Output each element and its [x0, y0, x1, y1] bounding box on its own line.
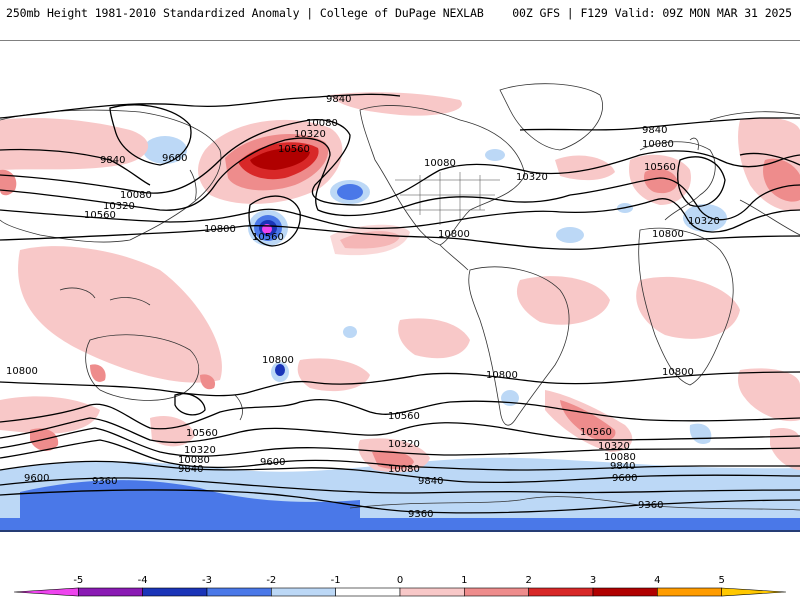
- colorbar-bin: [592, 587, 658, 597]
- contour-label: 10080: [642, 139, 674, 150]
- contour-label: 10560: [278, 144, 310, 155]
- colorbar-bin: [464, 587, 529, 597]
- contour-label: 10080: [178, 455, 210, 466]
- contour-label: 10800: [204, 224, 236, 235]
- contour-label: 9600: [24, 473, 49, 484]
- contour-label: 10560: [84, 210, 116, 221]
- contour-label: 10800: [486, 370, 518, 381]
- colorbar-bin: [78, 587, 143, 597]
- contour-label: 10800: [262, 355, 294, 366]
- contour-label: 10320: [184, 445, 216, 456]
- colorbar-bins: [13, 587, 787, 597]
- contour-label: 10320: [103, 201, 135, 212]
- valid-time: 00Z GFS | F129 Valid: 09Z MON MAR 31 202…: [512, 6, 792, 20]
- continent-outlines: [0, 83, 800, 511]
- contour-label: 9360: [408, 509, 433, 520]
- colorbar-tick-label: -1: [331, 575, 341, 586]
- contour-label: 10800: [6, 366, 38, 377]
- contour-label: 9840: [418, 476, 443, 487]
- colorbar-bin: [335, 587, 401, 597]
- colorbar-tick-label: 4: [654, 575, 660, 586]
- product-title: 250mb Height 1981-2010 Standardized Anom…: [6, 6, 484, 20]
- contour-label: 9360: [92, 476, 117, 487]
- colorbar-tick-label: 0: [397, 575, 403, 586]
- colorbar-bin: [657, 587, 722, 597]
- colorbar-tick-label: -5: [73, 575, 83, 586]
- contour-label: 10800: [652, 229, 684, 240]
- colorbar-bin: [399, 587, 465, 597]
- colorbar-bin: [206, 587, 272, 597]
- colorbar-bin: [142, 587, 208, 597]
- contour-label: 9600: [162, 153, 187, 164]
- map-header: 250mb Height 1981-2010 Standardized Anom…: [0, 0, 800, 28]
- contour-label: 10800: [438, 229, 470, 240]
- contour-label: 10560: [186, 428, 218, 439]
- colorbar-tick-label: -4: [138, 575, 148, 586]
- anomaly-colorbar: -5 -4 -3 -2 -1 0 1 2 3 4 5: [0, 570, 800, 600]
- anomaly-map: 9840 9600 10080 10320 10560 10800 10080 …: [0, 40, 800, 532]
- contour-label: 10320: [516, 172, 548, 183]
- colorbar-bin: [528, 587, 594, 597]
- contour-label: 10080: [306, 118, 338, 129]
- contour-label: 10560: [388, 411, 420, 422]
- contour-label: 10320: [294, 129, 326, 140]
- contour-label: 10800: [662, 367, 694, 378]
- contour-label: 9840: [178, 464, 203, 475]
- contour-label: 9360: [638, 500, 663, 511]
- contour-label: 10080: [604, 452, 636, 463]
- contour-labels: 9840 9600 10080 10320 10560 10800 10080 …: [6, 94, 720, 520]
- contour-label: 10080: [388, 464, 420, 475]
- colorbar-bin: [13, 587, 79, 597]
- colorbar-tick-label: 1: [461, 575, 467, 586]
- contour-label: 9600: [260, 457, 285, 468]
- height-contours: [0, 93, 800, 514]
- negative-anomaly-shading: [0, 136, 800, 532]
- colorbar-bin: [721, 587, 787, 597]
- colorbar-tick-label: -2: [266, 575, 276, 586]
- contour-label: 10560: [252, 232, 284, 243]
- contour-label: 9840: [610, 461, 635, 472]
- contour-label: 9600: [612, 473, 637, 484]
- contour-label: 9840: [326, 94, 351, 105]
- contour-label: 10080: [424, 158, 456, 169]
- contour-label: 10320: [688, 216, 720, 227]
- colorbar-tick-label: 5: [718, 575, 724, 586]
- contour-label: 10080: [120, 190, 152, 201]
- contour-label: 10560: [580, 427, 612, 438]
- colorbar-tick-labels: -5 -4 -3 -2 -1 0 1 2 3 4 5: [73, 575, 725, 586]
- contour-label: 10320: [598, 441, 630, 452]
- contour-label: 9840: [642, 125, 667, 136]
- colorbar-tick-label: 3: [590, 575, 596, 586]
- colorbar-tick-label: 2: [525, 575, 531, 586]
- positive-anomaly-shading: [0, 92, 800, 473]
- contour-label: 9840: [100, 155, 125, 166]
- contour-label: 10560: [644, 162, 676, 173]
- contour-label: 10320: [388, 439, 420, 450]
- colorbar-tick-label: -3: [202, 575, 212, 586]
- colorbar-bin: [271, 587, 336, 597]
